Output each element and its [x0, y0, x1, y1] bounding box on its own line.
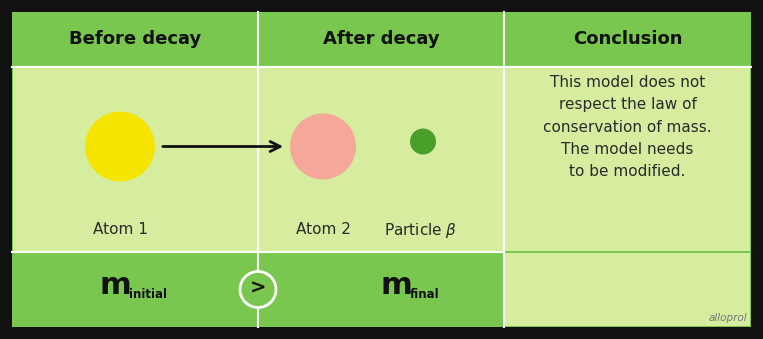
Bar: [505, 68, 750, 251]
Text: initial: initial: [129, 288, 167, 301]
Text: >: >: [250, 279, 266, 298]
Bar: [13, 68, 503, 251]
Bar: [13, 13, 257, 67]
Text: Conclusion: Conclusion: [573, 31, 682, 48]
Bar: [505, 13, 750, 67]
Text: Before decay: Before decay: [69, 31, 201, 48]
Bar: [13, 253, 503, 326]
Bar: [505, 253, 750, 326]
Bar: [259, 13, 503, 67]
Circle shape: [85, 112, 155, 181]
Circle shape: [290, 114, 356, 179]
Text: This model does not
respect the law of
conservation of mass.
The model needs
to : This model does not respect the law of c…: [543, 75, 712, 179]
Text: Particle $\beta$: Particle $\beta$: [385, 220, 458, 239]
Text: $\mathbf{m}$: $\mathbf{m}$: [380, 271, 412, 300]
Circle shape: [240, 272, 276, 307]
Text: final: final: [410, 288, 439, 301]
Text: $\mathbf{m}$: $\mathbf{m}$: [99, 271, 130, 300]
Text: alloprol: alloprol: [708, 313, 747, 323]
Text: After decay: After decay: [323, 31, 439, 48]
Text: Atom 2: Atom 2: [295, 222, 350, 238]
Text: Atom 1: Atom 1: [92, 222, 147, 238]
Circle shape: [410, 128, 436, 155]
